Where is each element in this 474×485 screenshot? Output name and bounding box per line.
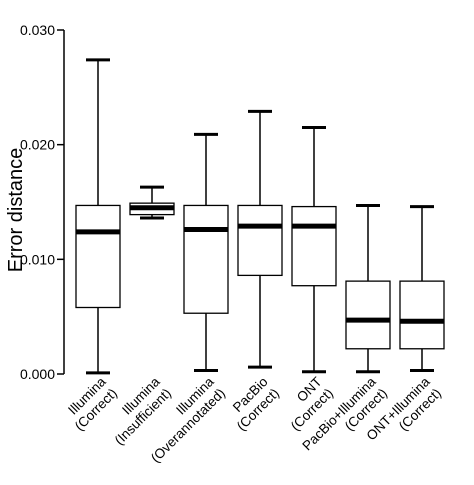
y-axis: 0.000 0.010 0.020 0.030 [20,22,65,382]
interquartile-box [183,204,229,314]
category-label: Illumina(Correct) [60,374,120,434]
y-tick-label: 0.030 [20,22,55,38]
y-tick-label: 0.010 [20,251,55,267]
boxes-layer [75,58,445,375]
box-3 [183,132,229,373]
box-1 [75,58,121,375]
box-2 [129,185,175,220]
box-5 [291,125,337,374]
box-6 [345,203,391,374]
interquartile-box [75,204,121,309]
category-labels: Illumina(Correct) Illumina(Insufficient) I… [60,374,444,466]
y-axis-title: Error distance [5,148,27,273]
box-7 [399,205,445,373]
interquartile-box [399,280,445,350]
category-label: Illumina(Insufficient) [100,374,174,448]
y-tick-label: 0.020 [20,137,55,153]
category-label: PacBio(Correct) [222,374,282,434]
interquartile-box [237,204,283,277]
y-tick-label: 0.000 [20,366,55,382]
interquartile-box [291,205,337,287]
box-4 [237,109,283,369]
interquartile-box [345,280,391,350]
